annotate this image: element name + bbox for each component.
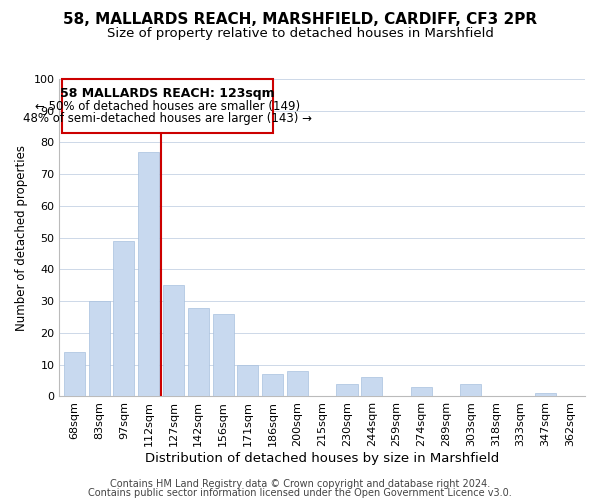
Bar (89, 301, 110, 396)
Bar (237, 364, 259, 396)
Bar (262, 374, 283, 396)
Y-axis label: Number of detached properties: Number of detached properties (15, 144, 28, 330)
Bar (287, 371, 308, 396)
Bar (163, 286, 184, 397)
Text: Contains public sector information licensed under the Open Government Licence v3: Contains public sector information licen… (88, 488, 512, 498)
Text: 58 MALLARDS REACH: 123sqm: 58 MALLARDS REACH: 123sqm (60, 87, 275, 100)
Bar (138, 152, 159, 396)
Text: Contains HM Land Registry data © Crown copyright and database right 2024.: Contains HM Land Registry data © Crown c… (110, 479, 490, 489)
Text: ← 50% of detached houses are smaller (149): ← 50% of detached houses are smaller (14… (35, 100, 300, 112)
Bar (361, 378, 382, 396)
Bar (411, 387, 432, 396)
Bar (113, 241, 134, 396)
Bar (337, 384, 358, 396)
X-axis label: Distribution of detached houses by size in Marshfield: Distribution of detached houses by size … (145, 452, 499, 465)
Bar (62, 79, 272, 133)
Bar (212, 314, 233, 396)
Bar (535, 394, 556, 396)
Text: Size of property relative to detached houses in Marshfield: Size of property relative to detached ho… (107, 28, 493, 40)
Bar (64, 352, 85, 397)
Bar (188, 308, 209, 396)
Text: 58, MALLARDS REACH, MARSHFIELD, CARDIFF, CF3 2PR: 58, MALLARDS REACH, MARSHFIELD, CARDIFF,… (63, 12, 537, 28)
Bar (460, 384, 481, 396)
Text: 48% of semi-detached houses are larger (143) →: 48% of semi-detached houses are larger (… (23, 112, 312, 126)
